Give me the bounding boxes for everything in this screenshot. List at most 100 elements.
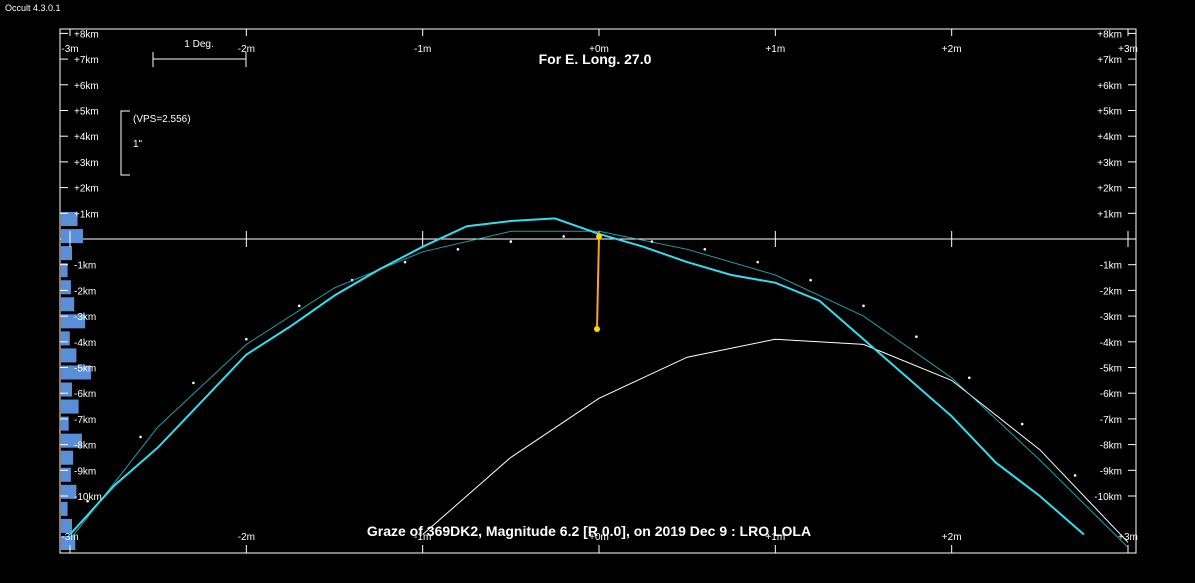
y-tick-label-right: +6km <box>1097 81 1122 92</box>
histogram-bar <box>61 314 86 329</box>
y-tick-label-left: -2km <box>74 286 96 297</box>
dot-limb-point <box>862 304 865 308</box>
x-tick-label-top: +3m <box>1118 44 1138 55</box>
y-tick-label-left: -7km <box>74 415 96 426</box>
y-tick-label-right: -8km <box>1100 441 1122 452</box>
limb-profile-line <box>69 217 1085 536</box>
y-tick-label-left: +2km <box>74 184 99 195</box>
chart-caption: Graze of 369DK2, Magnitude 6.2 [R 0.0], … <box>367 523 811 539</box>
y-tick-label-right: -7km <box>1100 415 1122 426</box>
y-tick-label-left: +8km <box>74 29 99 40</box>
histogram-bar <box>61 229 83 244</box>
y-tick-label-right: +4km <box>1097 132 1122 143</box>
x-tick-label-bottom: +3m <box>1118 532 1138 543</box>
y-tick-label-left: -1km <box>74 261 96 272</box>
histogram-bar <box>61 399 79 414</box>
dot-limb-point <box>756 260 759 264</box>
mean-limb-line <box>69 230 1129 548</box>
y-tick-label-left: -8km <box>74 441 96 452</box>
dot-limb-point <box>403 260 407 264</box>
histogram-bar <box>61 518 72 533</box>
histogram-bar <box>61 246 72 261</box>
histogram-bar <box>61 535 76 550</box>
dot-limb-point <box>562 235 566 238</box>
y-tick-label-right: -10km <box>1094 492 1122 503</box>
dot-limb-point <box>139 435 142 439</box>
y-tick-label-left: -5km <box>74 364 96 375</box>
histogram-bar <box>61 331 70 346</box>
histogram-bar <box>61 484 77 499</box>
star-marker <box>596 233 602 240</box>
y-tick-label-left: +1km <box>74 209 99 220</box>
dot-limb-point <box>509 240 513 243</box>
histogram-bar <box>61 416 69 431</box>
y-tick-label-left: +3km <box>74 158 99 169</box>
y-tick-label-left: -4km <box>74 338 96 349</box>
dot-limb-point <box>703 247 707 251</box>
y-tick-label-right: +5km <box>1097 107 1122 118</box>
x-tick-label-top: -2m <box>238 44 255 55</box>
x-tick-label-top: -3m <box>61 44 78 55</box>
y-tick-label-right: -6km <box>1100 389 1122 400</box>
dot-limb-point <box>297 304 301 308</box>
dot-limb-point <box>809 278 812 282</box>
y-tick-label-right: -1km <box>1100 261 1122 272</box>
dot-limb-point <box>86 499 89 503</box>
path-curve <box>422 338 1129 543</box>
y-tick-label-left: +4km <box>74 132 99 143</box>
y-tick-label-left: -9km <box>74 466 96 477</box>
dot-limb-point <box>456 247 460 251</box>
y-tick-label-left: -6km <box>74 389 96 400</box>
y-tick-label-right: -3km <box>1100 312 1122 323</box>
histogram-bar <box>61 365 91 380</box>
x-tick-label-bottom: -2m <box>238 532 255 543</box>
scale-bar-label: 1 Deg. <box>184 39 213 50</box>
axis-ticks <box>60 29 1136 553</box>
histogram-bar <box>61 212 78 227</box>
histogram-bar <box>61 467 71 482</box>
histogram-bar <box>61 501 68 516</box>
vps-label: (VPS=2.556) <box>133 114 191 125</box>
x-tick-label-bottom: +1m <box>765 532 785 543</box>
x-tick-label-top: +2m <box>942 44 962 55</box>
x-tick-label-top: +1m <box>765 44 785 55</box>
y-tick-label-right: +3km <box>1097 158 1122 169</box>
vps-unit: 1" <box>133 139 143 150</box>
x-tick-label-bottom: +0m <box>589 532 609 543</box>
dot-limb-point <box>915 335 918 338</box>
y-tick-label-left: -3km <box>74 312 96 323</box>
x-tick-label-bottom: +2m <box>942 532 962 543</box>
plot-frame <box>59 28 1137 554</box>
curves-group <box>69 217 1129 548</box>
dot-limb-point <box>1020 422 1024 426</box>
y-tick-label-right: -9km <box>1100 466 1122 477</box>
y-tick-label-right: +1km <box>1097 209 1122 220</box>
y-tick-label-left: +7km <box>74 55 99 66</box>
histogram-bar <box>61 382 72 397</box>
y-tick-label-right: -5km <box>1100 364 1122 375</box>
x-tick-label-top: -1m <box>414 44 431 55</box>
x-tick-label-bottom: -3m <box>61 532 78 543</box>
y-tick-label-right: +8km <box>1097 29 1122 40</box>
y-tick-label-left: +6km <box>74 81 99 92</box>
y-tick-label-right: -2km <box>1100 286 1122 297</box>
histogram-bar <box>61 450 74 465</box>
dot-limb-point <box>192 381 195 385</box>
axis-labels: +8km +8km +7km +7km +6km +6km +5km +5km +4km +4km… <box>61 29 1137 543</box>
chart-title: For E. Long. 27.0 <box>539 51 652 67</box>
dot-limb-point <box>968 376 971 380</box>
histogram-bar <box>61 263 68 278</box>
y-tick-label-right: +2km <box>1097 184 1122 195</box>
x-tick-label-bottom: -1m <box>414 532 431 543</box>
histogram-bar <box>61 297 75 312</box>
histogram-bar <box>61 280 71 295</box>
app-title: Occult 4.3.0.1 <box>5 3 61 13</box>
y-tick-label-left: -10km <box>74 492 102 503</box>
x-tick-label-top: +0m <box>589 44 609 55</box>
histogram-bar <box>61 348 77 363</box>
y-tick-label-left: +5km <box>74 107 99 118</box>
observer-marker <box>594 325 600 332</box>
y-tick-label-right: +7km <box>1097 55 1122 66</box>
y-tick-label-right: -4km <box>1100 338 1122 349</box>
